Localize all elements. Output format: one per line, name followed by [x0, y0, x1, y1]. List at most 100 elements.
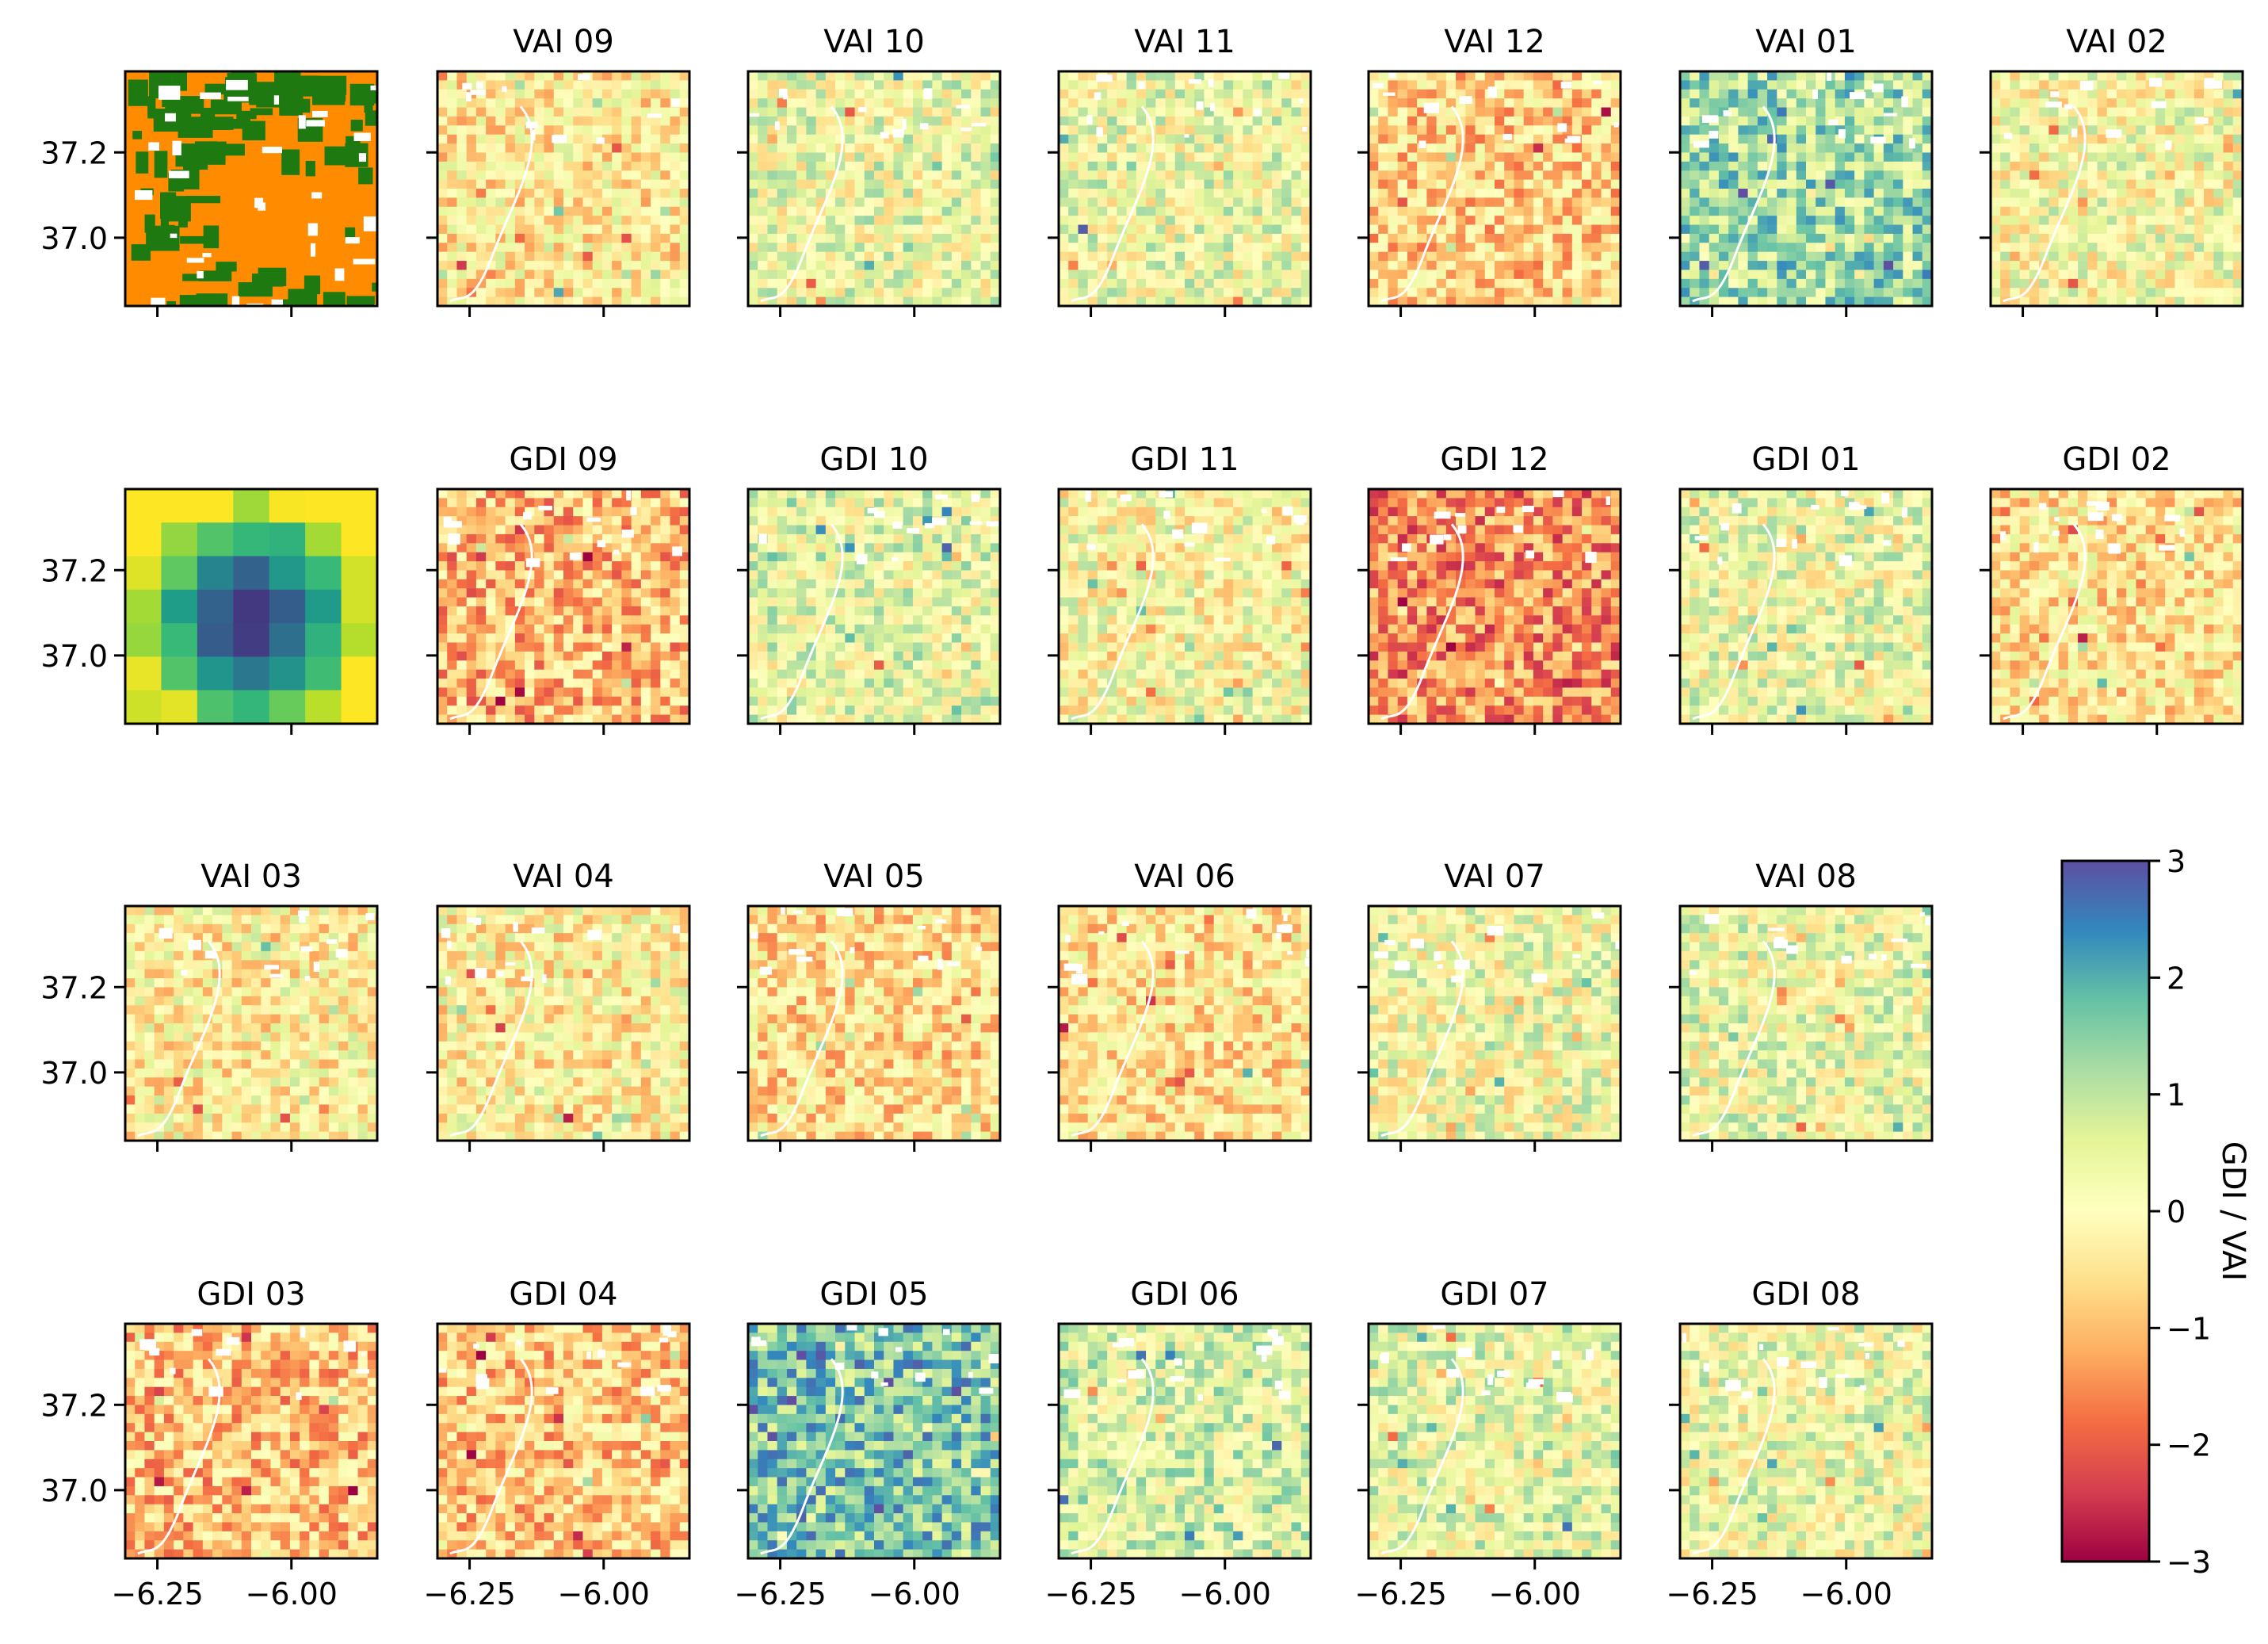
- data-cell: [1417, 288, 1427, 298]
- data-cell: [1426, 152, 1438, 162]
- data-cell: [1194, 71, 1205, 81]
- data-cell: [553, 687, 564, 698]
- data-cell: [573, 80, 584, 90]
- data-cell: [1146, 98, 1156, 109]
- data-cell: [1117, 197, 1128, 208]
- data-cell: [1854, 233, 1865, 243]
- data-cell: [1397, 179, 1408, 189]
- data-cell: [592, 624, 603, 634]
- data-cell: [1582, 161, 1592, 171]
- data-cell: [612, 89, 622, 99]
- data-cell: [573, 251, 584, 262]
- data-cell: [1777, 179, 1788, 189]
- coarse-cell: [341, 489, 377, 523]
- data-cell: [874, 98, 884, 109]
- data-cell: [2117, 71, 2127, 81]
- data-cell: [534, 696, 545, 706]
- data-cell: [601, 543, 613, 553]
- data-cell: [1767, 71, 1777, 81]
- data-cell: [544, 80, 555, 90]
- data-cell: [631, 71, 642, 81]
- data-cell: [1883, 125, 1894, 136]
- data-cell: [1407, 233, 1418, 243]
- data-cell: [1738, 134, 1749, 144]
- data-cell: [1777, 125, 1788, 136]
- data-cell: [1718, 134, 1729, 144]
- data-cell: [1571, 270, 1583, 280]
- data-cell: [2155, 206, 2166, 216]
- data-cell: [1475, 116, 1486, 126]
- data-cell: [2078, 206, 2088, 216]
- data-cell: [1844, 224, 1855, 235]
- data-cell: [2126, 261, 2137, 271]
- data-cell: [961, 233, 972, 243]
- data-cell: [1690, 206, 1701, 216]
- data-cell: [1806, 261, 1816, 271]
- coarse-cell: [269, 623, 306, 658]
- data-cell: [2048, 224, 2060, 235]
- data-cell: [815, 107, 827, 117]
- data-cell: [437, 679, 448, 689]
- data-cell: [1388, 134, 1399, 144]
- data-cell: [1806, 179, 1816, 189]
- data-cell: [1252, 224, 1263, 235]
- data-cell: [884, 288, 895, 298]
- data-cell: [825, 116, 836, 126]
- data-cell: [1078, 216, 1089, 226]
- data-cell: [621, 116, 632, 126]
- data-cell: [2048, 270, 2060, 280]
- data-cell: [1456, 107, 1466, 117]
- data-cell: [2136, 152, 2147, 162]
- data-cell: [466, 270, 477, 280]
- landcover-patch: [225, 143, 245, 156]
- data-cell: [640, 134, 651, 144]
- data-cell: [2106, 134, 2117, 144]
- data-cell: [612, 624, 622, 634]
- data-cell: [621, 80, 632, 90]
- data-cell: [563, 278, 574, 289]
- data-cell: [475, 270, 487, 280]
- data-cell: [553, 296, 564, 306]
- data-cell: [2000, 98, 2011, 109]
- data-cell: [1223, 161, 1234, 171]
- data-cell: [777, 206, 788, 216]
- data-cell: [456, 552, 468, 562]
- data-cell: [1456, 278, 1466, 289]
- data-cell: [2213, 143, 2224, 154]
- data-cell: [893, 89, 904, 99]
- data-cell: [1475, 278, 1486, 289]
- data-cell: [670, 288, 681, 298]
- data-cell: [1262, 278, 1273, 289]
- data-cell: [758, 288, 769, 298]
- data-cell: [1504, 189, 1515, 198]
- data-cell: [1097, 243, 1108, 253]
- data-cell: [534, 588, 545, 598]
- data-cell: [1786, 278, 1797, 289]
- data-cell: [1243, 243, 1254, 253]
- data-cell: [1728, 278, 1739, 289]
- data-cell: [475, 189, 487, 198]
- data-cell: [990, 134, 1000, 144]
- data-cell: [466, 206, 477, 216]
- data-cell: [1747, 116, 1758, 126]
- data-cell: [447, 134, 458, 144]
- data-cell: [2174, 98, 2186, 109]
- data-cell: [534, 71, 545, 81]
- data-cell: [767, 270, 778, 280]
- data-cell: [2000, 107, 2011, 117]
- data-cell: [475, 588, 487, 598]
- data-cell: [1291, 116, 1302, 126]
- data-cell: [1786, 206, 1797, 216]
- data-cell: [1728, 80, 1739, 90]
- data-cell: [835, 224, 846, 235]
- data-cell: [1844, 251, 1855, 262]
- data-cell: [1300, 179, 1311, 189]
- data-cell: [2097, 261, 2108, 271]
- data-cell: [505, 134, 516, 144]
- nodata-patch: [1487, 86, 1497, 97]
- data-cell: [2106, 71, 2117, 81]
- data-cell: [544, 687, 555, 698]
- data-cell: [679, 216, 689, 226]
- data-cell: [1523, 278, 1534, 289]
- data-cell: [544, 660, 555, 671]
